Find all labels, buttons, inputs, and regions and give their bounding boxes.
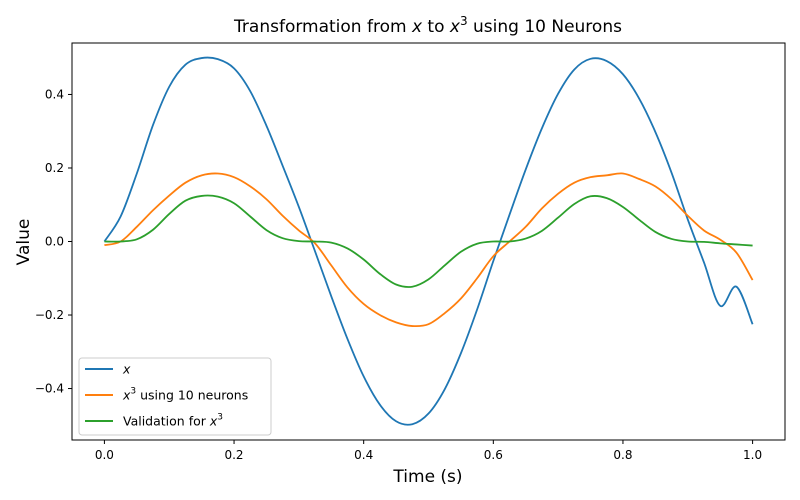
title-suffix: using 10 Neurons: [468, 17, 623, 37]
legend-entry-x: x: [122, 362, 131, 377]
x-tick-label: 1.0: [743, 448, 762, 462]
y-axis-label: Value: [14, 219, 34, 266]
title-sup: 3: [460, 14, 468, 28]
x-tick-label: 0.6: [484, 448, 503, 462]
legend-entry-decoded: x3 using 10 neurons: [122, 387, 248, 403]
series-layer: [103, 56, 754, 426]
chart-title: Transformation from x to x3 using 10 Neu…: [233, 14, 622, 37]
legend-validation-text: Validation for: [123, 414, 210, 429]
x-tick-label: 0.4: [354, 448, 373, 462]
series-line-x: [103, 56, 754, 426]
x-tick-label: 0.2: [224, 448, 243, 462]
series-line-validation: [104, 194, 753, 288]
x-axis-ticks: 0.0 0.2 0.4 0.6 0.8 1.0: [95, 440, 762, 462]
y-tick-label: 0.2: [45, 161, 64, 175]
y-tick-label: −0.2: [35, 308, 64, 322]
x-tick-label: 0.8: [613, 448, 632, 462]
x-axis-label: Time (s): [392, 467, 462, 487]
legend-box: [78, 357, 272, 436]
legend-decoded-text: using 10 neurons: [136, 388, 248, 403]
title-prefix: Transformation from: [233, 17, 412, 37]
legend-validation-var: x: [209, 414, 218, 429]
y-tick-label: 0.0: [45, 235, 64, 249]
legend-entry-validation: Validation for x3: [123, 413, 223, 429]
x-tick-label: 0.0: [95, 448, 114, 462]
title-middle: to: [422, 17, 450, 37]
title-var2: x: [449, 17, 461, 37]
legend-validation-sup: 3: [217, 413, 223, 423]
y-axis-ticks: −0.4 −0.2 0.0 0.2 0.4: [35, 87, 72, 396]
series-line-decoded: [104, 172, 754, 328]
legend: x x3 using 10 neurons Validation for x3: [78, 357, 272, 436]
legend-decoded-var: x: [122, 388, 131, 403]
y-tick-label: −0.4: [35, 382, 64, 396]
title-var1: x: [411, 17, 423, 37]
y-tick-label: 0.4: [45, 87, 64, 101]
legend-x-var: x: [122, 362, 131, 377]
legend-decoded-sup: 3: [130, 387, 136, 397]
